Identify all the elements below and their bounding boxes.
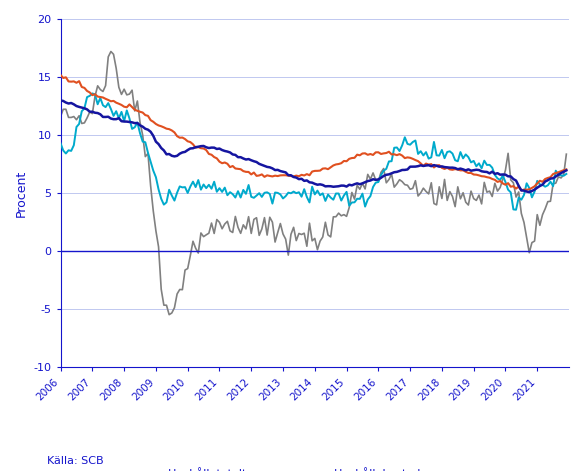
Hushåll, bostad [261,174,268,179]
Hushåll, konsumtion [513,207,520,212]
Hushåll, totalt [563,168,570,173]
Icke-finansiella företag, totalt [121,86,128,92]
Hushåll, konsumtion [349,200,356,205]
Icke-finansiella företag, totalt [266,214,273,220]
Hushåll, totalt [118,118,125,124]
Icke-finansiella företag, totalt [166,312,173,317]
Hushåll, bostad [266,173,273,179]
Icke-finansiella företag, totalt [563,151,570,157]
Hushåll, bostad [375,149,382,155]
Hushåll, bostad [518,187,525,193]
Legend: Hushåll, totalt, Hushåll, konsumtion, Hushåll, bostad, Icke-finansiella företag,: Hushåll, totalt, Hushåll, konsumtion, Hu… [126,463,503,471]
Hushåll, bostad [346,156,353,162]
Hushåll, konsumtion [563,171,570,177]
Hushåll, bostad [57,72,64,78]
Hushåll, konsumtion [89,90,96,96]
Icke-finansiella företag, totalt [380,166,387,171]
Hushåll, bostad [311,168,318,174]
Hushåll, konsumtion [314,188,321,194]
Line: Hushåll, totalt: Hushåll, totalt [61,100,566,192]
Hushåll, totalt [311,181,318,187]
Text: Källa: SCB: Källa: SCB [47,456,103,466]
Line: Hushåll, bostad: Hushåll, bostad [61,75,566,190]
Icke-finansiella företag, totalt [351,196,358,202]
Hushåll, konsumtion [57,140,64,146]
Hushåll, konsumtion [269,201,276,206]
Hushåll, totalt [261,163,268,169]
Hushåll, bostad [563,167,570,172]
Hushåll, konsumtion [121,118,128,124]
Hushåll, konsumtion [377,172,384,178]
Icke-finansiella företag, totalt [317,238,324,244]
Hushåll, totalt [346,182,353,187]
Line: Hushåll, konsumtion: Hushåll, konsumtion [61,93,566,210]
Line: Icke-finansiella företag, totalt: Icke-finansiella företag, totalt [61,51,566,315]
Icke-finansiella företag, totalt [57,114,64,119]
Hushåll, totalt [266,164,273,170]
Hushåll, totalt [375,177,382,182]
Hushåll, totalt [57,97,64,103]
Hushåll, totalt [526,189,533,195]
Y-axis label: Procent: Procent [15,170,28,217]
Icke-finansiella företag, totalt [272,239,279,245]
Hushåll, konsumtion [263,189,270,195]
Icke-finansiella företag, totalt [107,49,114,54]
Hushåll, bostad [118,102,125,108]
